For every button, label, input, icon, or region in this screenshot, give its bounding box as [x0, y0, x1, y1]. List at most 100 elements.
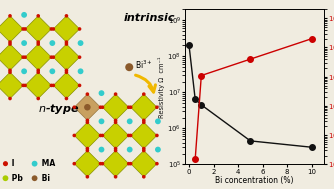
Circle shape [8, 68, 12, 72]
Circle shape [114, 119, 118, 122]
Polygon shape [103, 151, 129, 177]
Circle shape [142, 119, 146, 122]
Circle shape [49, 84, 53, 87]
Circle shape [84, 104, 91, 111]
Circle shape [86, 121, 89, 124]
Circle shape [142, 121, 146, 124]
Text: MA: MA [39, 159, 55, 168]
Polygon shape [74, 122, 101, 149]
Circle shape [77, 40, 84, 46]
Circle shape [155, 105, 159, 109]
Circle shape [36, 40, 40, 44]
Circle shape [8, 42, 12, 46]
Polygon shape [25, 16, 51, 42]
Circle shape [142, 175, 146, 179]
Circle shape [114, 147, 118, 150]
Circle shape [21, 68, 27, 74]
Circle shape [127, 162, 131, 166]
Circle shape [8, 40, 12, 44]
Circle shape [127, 134, 131, 137]
Polygon shape [103, 94, 129, 120]
Circle shape [8, 97, 12, 100]
Polygon shape [53, 44, 79, 70]
Circle shape [86, 175, 89, 179]
Circle shape [129, 134, 133, 137]
Circle shape [155, 162, 159, 166]
Circle shape [114, 175, 118, 179]
Polygon shape [0, 44, 23, 70]
Circle shape [49, 68, 55, 74]
X-axis label: Bi concentration (%): Bi concentration (%) [215, 176, 294, 185]
Polygon shape [103, 122, 129, 149]
Circle shape [86, 92, 89, 96]
Circle shape [72, 105, 76, 109]
Circle shape [32, 161, 37, 167]
Circle shape [36, 42, 40, 46]
Circle shape [125, 63, 133, 71]
Circle shape [72, 162, 76, 166]
Circle shape [8, 70, 12, 74]
Circle shape [49, 27, 53, 31]
Polygon shape [53, 16, 79, 42]
Circle shape [51, 84, 55, 87]
Circle shape [127, 147, 133, 153]
Polygon shape [0, 72, 23, 98]
Circle shape [21, 12, 27, 18]
Circle shape [36, 97, 40, 100]
Text: intrinsic: intrinsic [124, 13, 175, 23]
Circle shape [142, 147, 146, 150]
Circle shape [114, 149, 118, 152]
Text: $n$-type: $n$-type [38, 102, 79, 116]
Text: Pb: Pb [9, 174, 23, 183]
Circle shape [51, 55, 55, 59]
Circle shape [64, 68, 68, 72]
Circle shape [78, 55, 81, 59]
Circle shape [86, 149, 89, 152]
Polygon shape [74, 151, 101, 177]
Polygon shape [0, 16, 23, 42]
Polygon shape [131, 122, 157, 149]
Circle shape [21, 84, 25, 87]
Circle shape [72, 134, 76, 137]
Polygon shape [53, 72, 79, 98]
Circle shape [36, 14, 40, 18]
Circle shape [114, 121, 118, 124]
Circle shape [64, 40, 68, 44]
Circle shape [64, 14, 68, 18]
Circle shape [21, 27, 25, 31]
Y-axis label: Resistivity Ω  cm⁻¹: Resistivity Ω cm⁻¹ [158, 56, 165, 118]
Circle shape [21, 40, 27, 46]
Circle shape [21, 55, 25, 59]
Circle shape [114, 92, 118, 96]
Circle shape [99, 90, 105, 96]
Circle shape [64, 70, 68, 74]
Circle shape [64, 42, 68, 46]
Circle shape [36, 70, 40, 74]
Circle shape [86, 119, 89, 122]
Circle shape [23, 84, 27, 87]
Circle shape [129, 105, 133, 109]
Circle shape [101, 105, 104, 109]
Circle shape [127, 105, 131, 109]
Circle shape [3, 161, 8, 166]
Circle shape [86, 147, 89, 150]
Circle shape [23, 27, 27, 31]
Polygon shape [25, 44, 51, 70]
Circle shape [77, 68, 84, 74]
Text: I: I [9, 159, 15, 168]
Circle shape [49, 40, 55, 46]
Circle shape [32, 175, 37, 181]
Polygon shape [25, 72, 51, 98]
Circle shape [127, 119, 133, 124]
Circle shape [8, 14, 12, 18]
Circle shape [36, 68, 40, 72]
Circle shape [99, 119, 105, 124]
Circle shape [99, 147, 105, 153]
Circle shape [99, 134, 102, 137]
Circle shape [142, 149, 146, 152]
Circle shape [99, 162, 102, 166]
Circle shape [49, 55, 53, 59]
Circle shape [51, 27, 55, 31]
Circle shape [99, 105, 102, 109]
Circle shape [101, 134, 104, 137]
